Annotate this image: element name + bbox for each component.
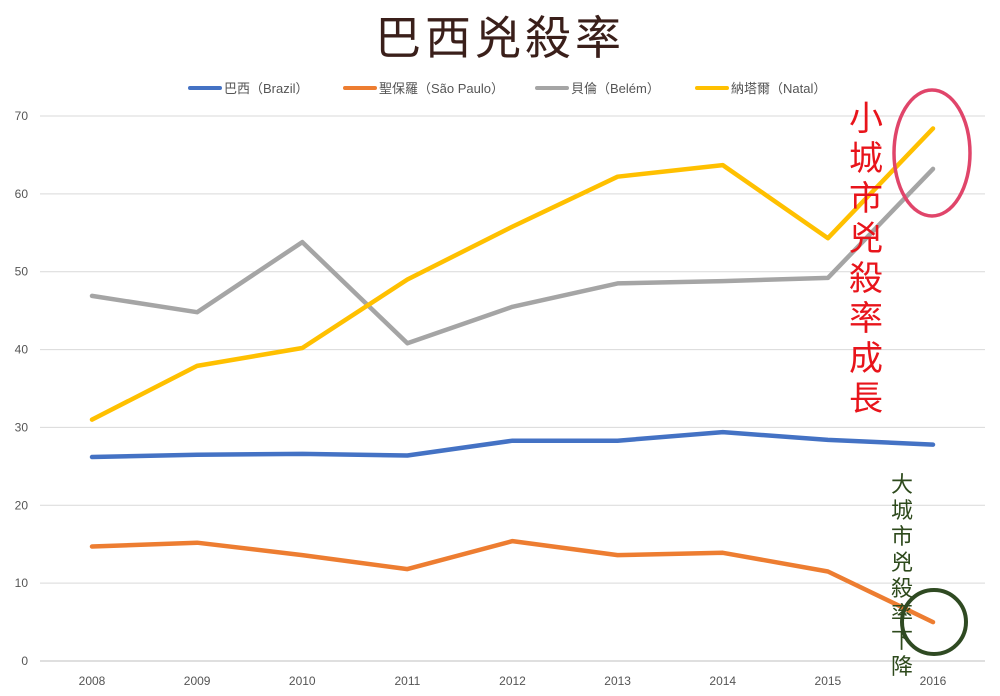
y-tick-label: 40 [15,343,29,357]
y-tick-label: 20 [15,498,29,512]
highlight-circle-red [892,88,972,218]
y-tick-label: 30 [15,420,29,434]
svg-text:大: 大 [891,473,913,498]
x-tick-label: 2016 [920,674,947,688]
y-tick-label: 0 [21,654,28,668]
y-tick-label: 60 [15,187,29,201]
x-tick-label: 2011 [394,674,420,688]
series-lines [89,126,936,625]
x-tick-label: 2009 [184,674,211,688]
svg-text:率: 率 [849,299,883,339]
x-tick-label: 2014 [709,674,736,688]
x-tick-label: 2013 [604,674,631,688]
y-tick-label: 50 [15,265,29,279]
series-line-1 [89,538,936,625]
y-axis-ticks: 0 10 20 30 40 50 60 70 [15,109,29,668]
svg-text:市: 市 [849,179,883,219]
legend-label: 聖保羅（São Paulo） [379,81,504,96]
svg-text:兇: 兇 [891,551,913,576]
series-line-2 [89,166,936,346]
x-tick-label: 2010 [289,674,316,688]
series-line-3 [89,126,936,422]
y-tick-label: 10 [15,576,29,590]
highlight-circle-green [900,588,968,656]
svg-text:降: 降 [891,655,913,680]
grid-lines [40,115,985,662]
x-tick-label: 2012 [499,674,526,688]
x-tick-label: 2015 [815,674,842,688]
legend-label: 貝倫（Belém） [571,81,660,96]
legend-label: 巴西（Brazil） [224,81,309,96]
series-line-0 [89,429,936,460]
x-axis-ticks: 2008 2009 2010 2011 2012 2013 2014 2015 2016 [79,674,947,688]
svg-text:長: 長 [849,379,883,419]
svg-text:殺: 殺 [849,259,883,299]
svg-text:殺: 殺 [891,577,913,602]
svg-text:小: 小 [849,99,883,139]
legend-label: 納塔爾（Natal） [731,81,826,96]
svg-text:城: 城 [849,139,883,179]
svg-text:下: 下 [891,629,913,654]
chart-title: 巴西兇殺率 [375,11,625,65]
x-tick-label: 2008 [79,674,106,688]
svg-text:成: 成 [849,339,883,379]
svg-text:城: 城 [891,499,913,524]
svg-text:兇: 兇 [849,219,883,259]
y-tick-label: 70 [15,109,29,123]
svg-text:市: 市 [891,525,913,550]
chart-legend: 巴西（Brazil） 聖保羅（São Paulo） 貝倫（Belém） 納塔爾（Nat… [188,81,826,96]
